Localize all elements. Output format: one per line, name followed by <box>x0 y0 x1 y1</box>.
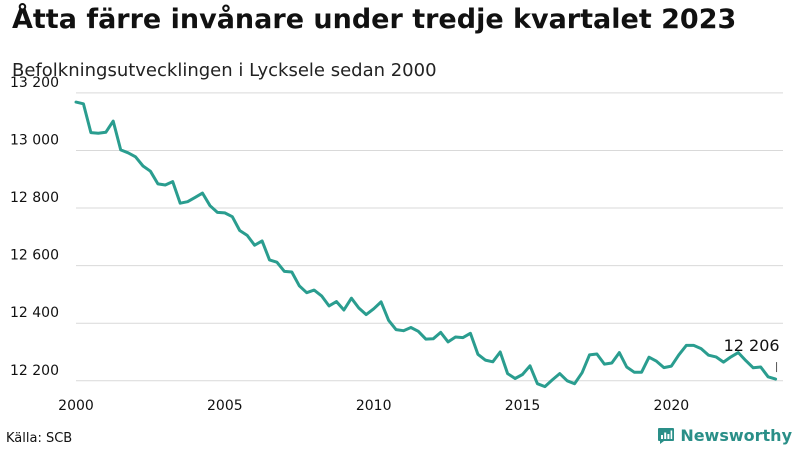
source-label: Källa: SCB <box>6 431 73 446</box>
y-tick-label: 13 200 <box>10 75 59 91</box>
brand-logo: Newsworthy <box>657 426 792 445</box>
y-tick-label: 12 200 <box>10 363 59 379</box>
x-tick-label: 2020 <box>654 398 690 414</box>
x-tick-label: 2015 <box>505 398 541 414</box>
chart-title: Åtta färre invånare under tredje kvartal… <box>12 4 737 35</box>
newsworthy-logo-icon <box>658 427 675 444</box>
chart-subtitle: Befolkningsutvecklingen i Lycksele sedan… <box>12 60 437 81</box>
population-line <box>74 100 778 389</box>
y-tick-label: 12 800 <box>10 190 59 206</box>
y-tick-label: 12 400 <box>10 305 59 321</box>
x-tick-label: 2010 <box>356 398 392 414</box>
y-tick-label: 13 000 <box>10 132 59 148</box>
brand-name: Newsworthy <box>680 426 792 445</box>
y-tick-label: 12 600 <box>10 248 59 264</box>
x-tick-label: 2000 <box>58 398 94 414</box>
line-chart: 12 200 12 400 12 600 12 800 13 000 13 200 2000… <box>10 75 783 414</box>
x-tick-label: 2005 <box>207 398 243 414</box>
annotation-label: 12 206 <box>724 336 780 355</box>
